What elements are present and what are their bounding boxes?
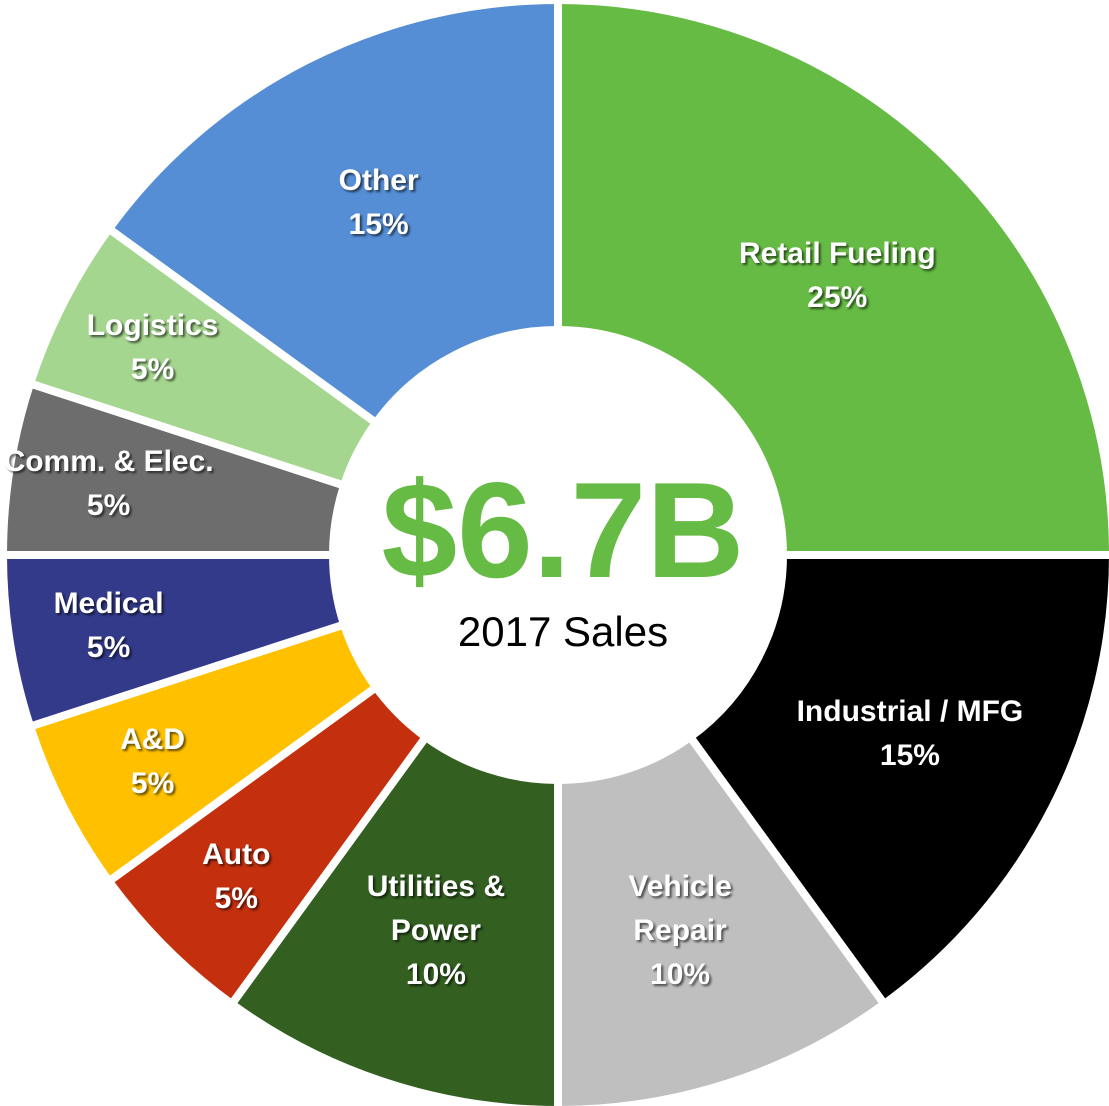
segment-label: Utilities & Power 10%: [336, 865, 536, 997]
donut-segment: [103, 0, 562, 429]
category-label: Auto: [202, 837, 271, 871]
value-label: 5%: [130, 353, 175, 387]
category-label: Medical: [53, 587, 164, 621]
donut-segment: [554, 731, 890, 1106]
category-label: Utilities & Power: [366, 869, 506, 947]
segment-label: Medical 5%: [29, 582, 189, 670]
segment-label: Retail Fueling 25%: [677, 232, 997, 320]
value-label: 5%: [214, 881, 258, 915]
value-label: 10%: [650, 957, 711, 991]
category-label: Industrial / MFG: [796, 695, 1024, 729]
segment-label: Comm. & Elec. 5%: [0, 440, 269, 528]
value-label: 15%: [348, 208, 409, 242]
category-label: Vehicle Repair: [628, 869, 732, 947]
category-label: Logistics: [86, 309, 219, 343]
value-label: 5%: [130, 766, 175, 800]
donut-segment: [684, 551, 1109, 1010]
segment-label: Auto 5%: [156, 833, 316, 921]
value-label: 5%: [86, 631, 131, 665]
value-label: 25%: [807, 280, 868, 314]
value-label: 15%: [879, 739, 940, 773]
center-sublabel: 2017 Sales: [457, 608, 669, 655]
donut-segment: [226, 731, 562, 1106]
category-label: Comm. & Elec.: [3, 444, 214, 478]
donut-segment: [554, 0, 1109, 559]
segment-label: Other 15%: [279, 159, 479, 247]
category-label: A&D: [120, 722, 186, 756]
segment-label: A&D 5%: [73, 718, 233, 806]
value-label: 10%: [405, 957, 466, 991]
segment-label: Logistics 5%: [53, 304, 253, 392]
center-label: $6.7B: [381, 454, 745, 606]
segment-label: Vehicle Repair 10%: [600, 865, 760, 997]
category-label: Retail Fueling: [738, 236, 936, 270]
value-label: 5%: [86, 488, 131, 522]
category-label: Other: [338, 164, 419, 198]
segment-label: Industrial / MFG 15%: [750, 690, 1070, 778]
